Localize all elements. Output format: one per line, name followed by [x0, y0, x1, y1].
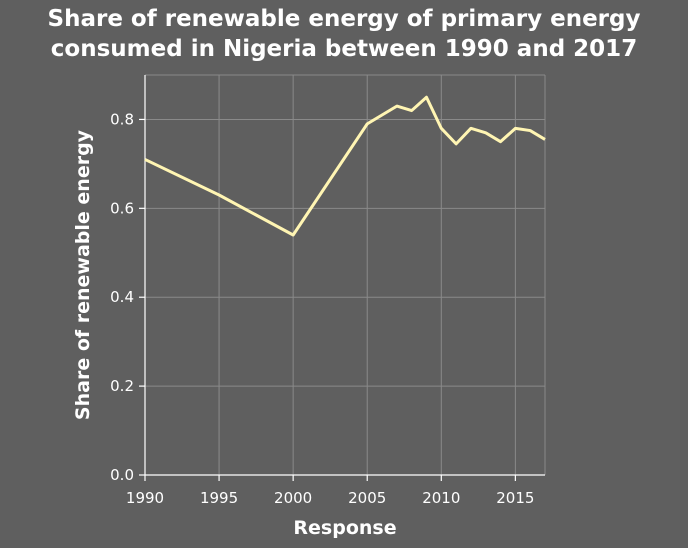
chart-title: Share of renewable energy of primary ene… [0, 4, 688, 64]
x-tick-label-2010: 2010 [422, 489, 460, 507]
y-tick-label-0.6: 0.6 [110, 199, 134, 217]
x-tick-label-1995: 1995 [200, 489, 238, 507]
tick-labels: 1990 1995 2000 2005 2010 2015 0.0 0.2 0.4 0.6 0.8 [110, 110, 534, 507]
series-line-0 [144, 95, 546, 237]
grid-lines [144, 74, 546, 476]
y-tick-label-0.2: 0.2 [110, 377, 134, 395]
x-tick-label-2005: 2005 [348, 489, 386, 507]
axes [139, 75, 545, 481]
x-axis-title: Response [293, 517, 396, 539]
x-tick-label-1990: 1990 [126, 489, 164, 507]
x-tick-label-2000: 2000 [274, 489, 312, 507]
y-tick-label-0.8: 0.8 [110, 110, 134, 128]
y-axis-title: Share of renewable energy [72, 129, 94, 420]
x-tick-label-2015: 2015 [496, 489, 534, 507]
y-tick-label-0.0: 0.0 [110, 466, 134, 484]
y-tick-label-0.4: 0.4 [110, 288, 134, 306]
series-lines [144, 95, 546, 237]
chart-title-line-2: consumed in Nigeria between 1990 and 201… [50, 36, 638, 62]
chart-title-line-1: Share of renewable energy of primary ene… [47, 6, 641, 32]
